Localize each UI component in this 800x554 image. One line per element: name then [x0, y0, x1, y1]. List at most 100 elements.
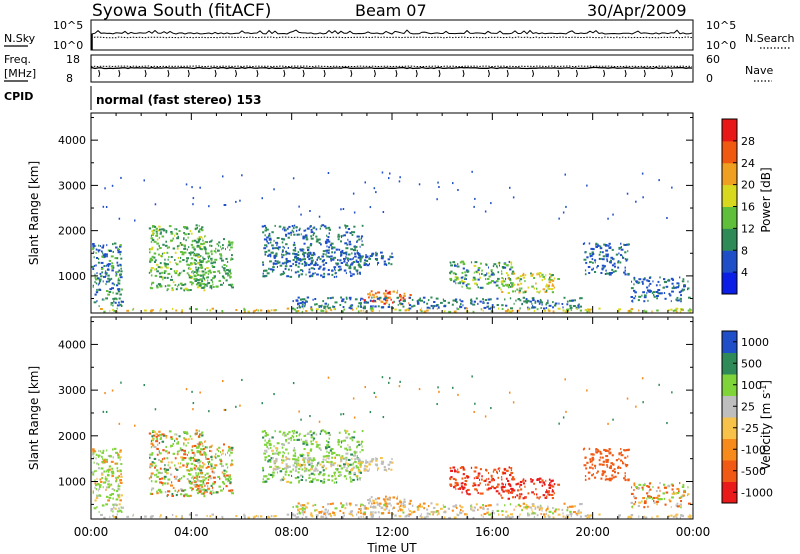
velocity-cell: [270, 446, 272, 449]
velocity-cell: [346, 467, 348, 470]
velocity-cell: [459, 504, 461, 507]
velocity-cell: [399, 380, 401, 383]
power-cell: [196, 237, 199, 240]
power-cell: [190, 232, 193, 235]
velocity-cell: [390, 468, 393, 471]
velocity-cell: [576, 514, 579, 517]
velocity-cell: [196, 476, 199, 479]
velocity-cell: [335, 477, 337, 480]
velocity-cell: [171, 481, 173, 484]
power-cell: [283, 272, 286, 275]
velocity-cell: [312, 439, 315, 442]
nave-drop: [283, 69, 286, 78]
velocity-cell: [522, 502, 525, 505]
power-cell: [201, 280, 204, 283]
velocity-cell: [364, 386, 366, 389]
velocity-cell: [182, 475, 186, 478]
velocity-cell: [95, 469, 97, 472]
velocity-cell: [605, 458, 607, 461]
velocity-cell: [294, 477, 297, 480]
velocity-cell: [384, 499, 386, 502]
power-cell: [638, 278, 642, 281]
power-cell: [369, 292, 371, 295]
power-cell: [150, 237, 154, 240]
velocity-cell: [321, 515, 325, 518]
power-cell: [226, 260, 229, 263]
power-cell: [644, 310, 648, 313]
velocity-colorbar-frame: [721, 330, 738, 504]
power-cell: [363, 307, 366, 310]
velocity-cell: [513, 489, 516, 492]
velocity-cell: [662, 492, 665, 495]
velocity-cell: [333, 471, 337, 474]
power-cell: [102, 244, 105, 247]
power-cell: [331, 269, 334, 272]
velocity-cell: [222, 449, 224, 452]
power-cell: [664, 297, 667, 300]
velocity-cell: [389, 461, 392, 464]
power-cell: [501, 291, 504, 293]
velocity-cell: [208, 446, 211, 449]
power-cell: [596, 266, 598, 269]
velocity-cell: [651, 516, 653, 519]
velocity-cell: [623, 477, 626, 480]
power-cell: [682, 278, 685, 281]
power-cell: [378, 299, 381, 301]
velocity-cell: [423, 516, 427, 519]
power-cell: [220, 245, 221, 248]
power-cell: [168, 256, 170, 258]
velocity-cell: [211, 444, 213, 447]
velocity-cell: [199, 480, 203, 483]
velocity-cell: [459, 466, 462, 469]
power-cell: [398, 180, 401, 183]
velocity-cell: [337, 439, 340, 442]
velocity-cell: [501, 489, 504, 492]
velocity-cell: [368, 463, 371, 466]
power-cell: [356, 235, 359, 238]
power-cell: [687, 280, 689, 283]
velocity-cell: [226, 470, 228, 473]
power-cell: [107, 274, 110, 277]
velocity-cell: [150, 492, 154, 495]
power-cell: [587, 308, 589, 311]
velocity-cell: [275, 447, 278, 450]
velocity-cell: [548, 486, 552, 489]
power-cell: [330, 259, 332, 262]
velocity-cell: [434, 510, 436, 513]
velocity-cell: [564, 516, 567, 519]
power-cell: [199, 278, 203, 281]
velocity-cell: [204, 440, 206, 443]
velocity-cell: [276, 449, 278, 452]
velocity-cell: [586, 389, 588, 392]
velocity-cell: [370, 496, 373, 499]
velocity-cell: [195, 514, 198, 517]
velocity-cell: [544, 496, 548, 499]
power-cell: [156, 242, 159, 245]
power-cell: [477, 267, 481, 269]
velocity-cell: [541, 509, 543, 512]
velocity-cell: [541, 484, 543, 487]
power-cell: [342, 234, 344, 237]
power-cell: [223, 282, 224, 284]
power-cell: [545, 285, 548, 288]
velocity-cell: [385, 495, 387, 498]
power-cell: [296, 257, 299, 260]
power-cell: [197, 267, 199, 270]
velocity-cell: [451, 509, 454, 512]
velocity-cell: [310, 440, 313, 443]
power-cell: [601, 264, 605, 267]
power-cell: [356, 270, 358, 273]
velocity-cell: [572, 511, 576, 514]
power-cell: [473, 205, 475, 208]
power-cell: [284, 265, 288, 268]
velocity-cell: [175, 515, 178, 518]
power-cell: [264, 250, 268, 253]
velocity-cell: [352, 514, 354, 517]
velocity-cell: [527, 492, 530, 495]
power-cell: [550, 288, 554, 291]
velocity-cell: [276, 465, 279, 468]
velocity-cell: [382, 498, 386, 501]
velocity-cell: [189, 459, 192, 462]
power-cell: [562, 309, 564, 312]
velocity-cell: [134, 424, 136, 427]
